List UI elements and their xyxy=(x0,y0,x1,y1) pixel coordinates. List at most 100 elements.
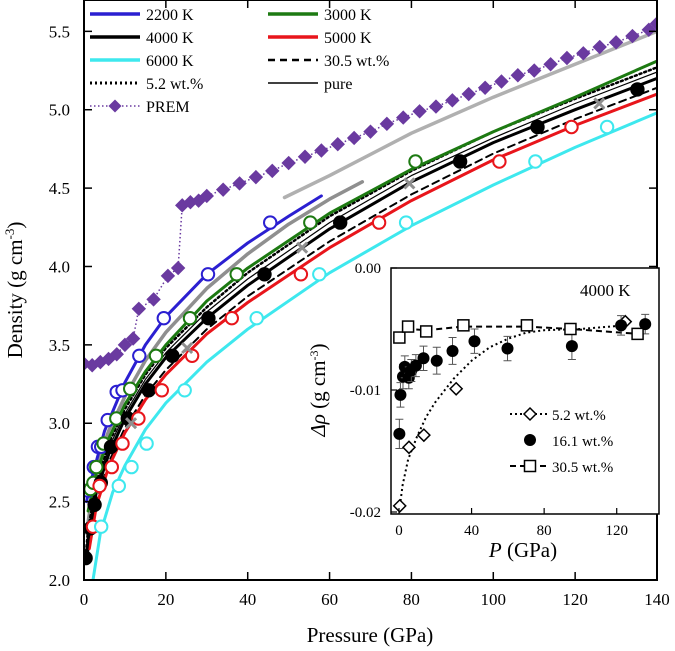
legend-label-2: 4000 K xyxy=(146,30,194,47)
point-6000-k-9 xyxy=(599,119,615,135)
grey-x-point-0 xyxy=(125,417,138,430)
y-axis-title: Density (g cm-3) xyxy=(2,222,27,359)
legend-item-7: pure xyxy=(268,76,352,93)
prem-point-35 xyxy=(543,57,558,72)
prem-point-30 xyxy=(461,86,476,102)
inset-point-30-5-wt--4 xyxy=(520,319,534,332)
point-2200-k-9 xyxy=(200,267,216,282)
point-3000-k-7 xyxy=(182,311,198,326)
prem-point-8 xyxy=(146,292,161,307)
point-3000-k-8 xyxy=(229,267,244,282)
legend-diamond-8 xyxy=(108,99,122,113)
legend-item-5: 30.5 wt.% xyxy=(268,53,389,70)
point-2200-k-8 xyxy=(156,311,172,326)
prem-point-29 xyxy=(445,93,460,108)
point-2200-k-10 xyxy=(263,215,278,230)
prem-point-4 xyxy=(109,347,124,362)
point-3000-k-2 xyxy=(89,459,104,475)
y-tick-label-7: 5.5 xyxy=(49,22,70,41)
prem-point-6 xyxy=(125,331,141,346)
prem-point-41 xyxy=(641,22,657,37)
grey-x-point-2 xyxy=(296,241,309,254)
point-4000-k-12 xyxy=(530,119,545,135)
grey-x-point-3 xyxy=(403,177,416,190)
x-tick-label-4: 80 xyxy=(403,590,420,609)
series-line-grey-high xyxy=(282,29,657,200)
legend-label-6: 5.2 wt.% xyxy=(146,76,203,93)
inset-point-16-1-wt--11 xyxy=(501,342,514,355)
inset-point-16-1-wt--6 xyxy=(409,359,422,372)
grey-x-point-1 xyxy=(181,341,194,355)
prem-point-23 xyxy=(346,130,362,146)
inset-point-30-5-wt--0 xyxy=(393,331,406,344)
inset-point-16-1-wt--13 xyxy=(615,319,628,332)
y-tick-label-6: 5.0 xyxy=(49,101,70,120)
inset-y-tick-label-1: -0.01 xyxy=(350,383,381,399)
y-tick-label-3: 3.5 xyxy=(49,336,70,355)
point-6000-k-0 xyxy=(94,519,109,534)
prem-point-14 xyxy=(199,188,214,204)
legend-label-1: 3000 K xyxy=(324,7,372,24)
inset-plot: 0 40 80 120 0.00 -0.01 -0.02 4000 K P (GPa) Δρ… xyxy=(306,261,660,562)
inset-point-16-1-wt--8 xyxy=(430,354,443,367)
main-markers xyxy=(84,16,657,566)
inset-x-tick-label-2: 80 xyxy=(537,523,552,539)
prem-point-27 xyxy=(412,104,427,119)
prem-point-28 xyxy=(428,99,444,114)
prem-point-20 xyxy=(297,149,313,164)
prem-point-7 xyxy=(131,301,147,317)
inset-y-tick-label-0: 0.00 xyxy=(355,261,381,277)
x-tick-label-3: 60 xyxy=(321,590,338,609)
legend-label-7: pure xyxy=(324,76,352,93)
legend-item-4: 6000 K xyxy=(90,53,194,70)
inset-point-16-1-wt--12 xyxy=(565,340,578,353)
point-6000-k-3 xyxy=(139,436,154,451)
point-4000-k-7 xyxy=(165,348,180,363)
point-5000-k-7 xyxy=(224,311,240,326)
point-4000-k-13 xyxy=(630,82,645,97)
point-4000-k-11 xyxy=(452,154,468,169)
prem-point-32 xyxy=(494,74,509,89)
inset-frame xyxy=(390,267,660,515)
prem-point-25 xyxy=(379,116,395,132)
point-6000-k-6 xyxy=(312,267,327,282)
point-5000-k-2 xyxy=(104,459,120,475)
inset-legend-marker-2 xyxy=(523,459,537,473)
legend-item-8: PREM xyxy=(90,99,190,116)
prem-point-5 xyxy=(117,337,133,353)
legend-item-2: 4000 K xyxy=(90,30,194,47)
main-ticks: 0 20 40 60 80 100 120 140 2.0 2.5 3.0 3.5 4.0 4.5 5.0 5… xyxy=(49,0,670,609)
point-4000-k-8 xyxy=(201,311,216,326)
inset-point-30-5-wt--2 xyxy=(419,325,433,338)
prem-point-37 xyxy=(576,46,591,61)
prem-point-33 xyxy=(510,68,526,83)
point-4000-k-6 xyxy=(141,383,156,398)
inset-legend-item-1: 16.1 wt.% xyxy=(524,434,613,450)
point-5000-k-3 xyxy=(115,436,130,451)
y-tick-label-2: 3.0 xyxy=(49,414,70,433)
inset-markers xyxy=(392,313,652,513)
point-5000-k-8 xyxy=(293,267,309,282)
inset-point-16-1-wt--7 xyxy=(417,352,430,365)
legend-item-6: 5.2 wt.% xyxy=(90,76,203,93)
legend-label-5: 30.5 wt.% xyxy=(324,53,389,70)
inset-background xyxy=(391,268,659,514)
point-5000-k-5 xyxy=(154,383,170,398)
prem-point-38 xyxy=(592,39,607,55)
inset-legend: 5.2 wt.% 16.1 wt.% 30.5 wt.% xyxy=(510,406,613,476)
point-5000-k-1 xyxy=(92,478,107,494)
x-tick-label-5: 100 xyxy=(481,590,507,609)
prem-point-17 xyxy=(248,169,264,185)
point-6000-k-1 xyxy=(111,478,127,494)
point-3000-k-10 xyxy=(408,154,423,169)
point-3000-k-5 xyxy=(123,381,138,396)
inset-y-axis-title: Δρ (g cm-3) xyxy=(306,343,330,437)
inset-point-30-5-wt--5 xyxy=(564,322,577,336)
inset-point-16-1-wt--0 xyxy=(393,427,406,440)
grey-x-point-4 xyxy=(593,97,606,110)
y-tick-label-0: 2.0 xyxy=(49,571,70,590)
point-6000-k-5 xyxy=(249,311,264,326)
inset-point-16-1-wt--1 xyxy=(394,388,407,401)
prem-point-22 xyxy=(330,137,345,152)
legend-item-3: 5000 K xyxy=(268,30,372,47)
